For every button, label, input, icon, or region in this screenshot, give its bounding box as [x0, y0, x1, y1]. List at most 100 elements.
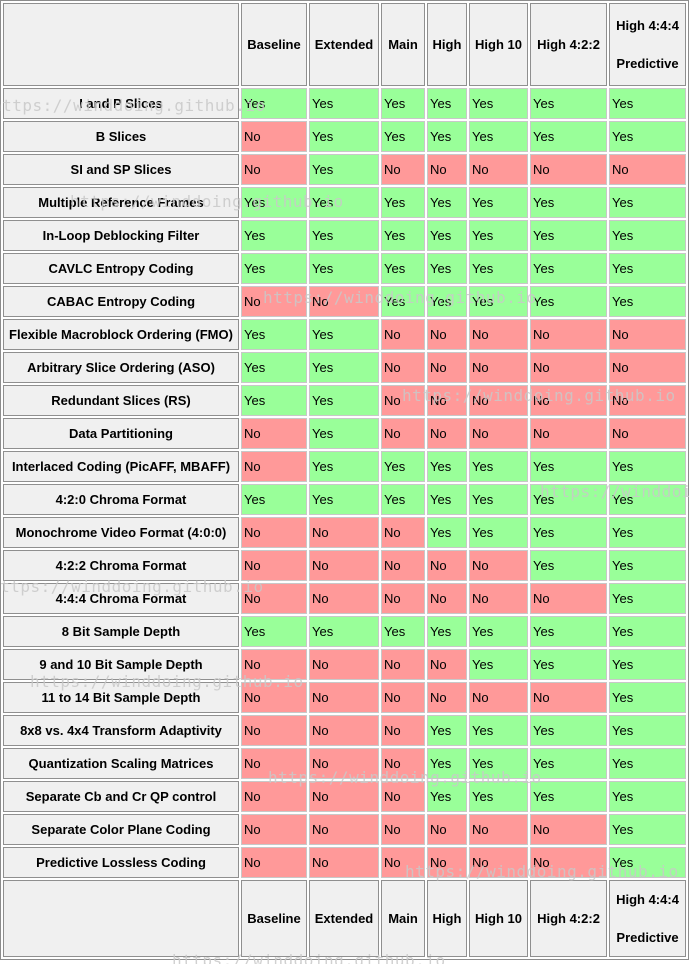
value-cell: Yes: [309, 352, 379, 383]
table-header: Baseline Extended Main High High 10 High 4:2:…: [3, 3, 686, 86]
table-row-arbitrary-slice-ordering-aso: Arbitrary Slice Ordering (ASO) Yes Yes No No…: [3, 352, 686, 383]
value-cell: No: [427, 352, 467, 383]
value-cell: Yes: [609, 616, 686, 647]
value-cell: Yes: [241, 88, 307, 119]
value-cell: Yes: [309, 385, 379, 416]
value-cell: Yes: [427, 616, 467, 647]
value-cell: Yes: [381, 121, 425, 152]
row-label: B Slices: [3, 121, 239, 152]
value-cell: No: [381, 715, 425, 746]
value-cell: Yes: [427, 88, 467, 119]
value-cell: Yes: [309, 154, 379, 185]
value-cell: No: [609, 418, 686, 449]
value-cell: Yes: [381, 451, 425, 482]
row-label: 8x8 vs. 4x4 Transform Adaptivity: [3, 715, 239, 746]
value-cell: Yes: [427, 451, 467, 482]
table-row-cabac-entropy-coding: CABAC Entropy Coding No No Yes Yes Yes Yes Yes: [3, 286, 686, 317]
value-cell: No: [381, 385, 425, 416]
column-header-main: Main: [381, 3, 425, 86]
value-cell: No: [241, 781, 307, 812]
value-cell: Yes: [381, 484, 425, 515]
table-row-separate-color-plane-coding: Separate Color Plane Coding No No No No No No Y…: [3, 814, 686, 845]
value-cell: Yes: [309, 418, 379, 449]
value-cell: No: [381, 649, 425, 680]
value-cell: Yes: [530, 517, 607, 548]
row-label: I and P Slices: [3, 88, 239, 119]
table-row-8-bit-sample-depth: 8 Bit Sample Depth Yes Yes Yes Yes Yes Yes Yes: [3, 616, 686, 647]
value-cell: Yes: [609, 253, 686, 284]
value-cell: Yes: [309, 187, 379, 218]
value-cell: Yes: [381, 616, 425, 647]
row-label: Separate Cb and Cr QP control: [3, 781, 239, 812]
value-cell: Yes: [469, 121, 528, 152]
value-cell: Yes: [469, 781, 528, 812]
row-label: Predictive Lossless Coding: [3, 847, 239, 878]
row-label: CABAC Entropy Coding: [3, 286, 239, 317]
value-cell: Yes: [609, 814, 686, 845]
value-cell: Yes: [609, 781, 686, 812]
column-footer-high-4-4-4-predictive: High 4:4:4 Predictive: [609, 880, 686, 957]
value-cell: Yes: [530, 253, 607, 284]
value-cell: No: [469, 550, 528, 581]
table-row-predictive-lossless-coding: Predictive Lossless Coding No No No No No No Ye…: [3, 847, 686, 878]
column-footer-high-10: High 10: [469, 880, 528, 957]
value-cell: No: [241, 847, 307, 878]
column-label: Extended: [314, 910, 374, 926]
value-cell: No: [241, 418, 307, 449]
value-cell: Yes: [381, 187, 425, 218]
column-footer-high-4-2-2: High 4:2:2: [530, 880, 607, 957]
value-cell: Yes: [309, 253, 379, 284]
row-label: 9 and 10 Bit Sample Depth: [3, 649, 239, 680]
value-cell: No: [309, 649, 379, 680]
value-cell: No: [381, 352, 425, 383]
value-cell: No: [381, 748, 425, 779]
column-label: High 4:2:2: [537, 36, 600, 52]
value-cell: Yes: [241, 220, 307, 251]
value-cell: No: [381, 781, 425, 812]
value-cell: No: [609, 319, 686, 350]
column-label: Baseline: [247, 36, 301, 52]
value-cell: No: [381, 319, 425, 350]
value-cell: No: [241, 583, 307, 614]
column-header-high-4-4-4-predictive: High 4:4:4 Predictive: [609, 3, 686, 86]
value-cell: No: [469, 154, 528, 185]
value-cell: Yes: [609, 550, 686, 581]
value-cell: No: [530, 814, 607, 845]
value-cell: No: [241, 814, 307, 845]
value-cell: No: [469, 319, 528, 350]
value-cell: No: [427, 682, 467, 713]
column-header-high-4-2-2: High 4:2:2: [530, 3, 607, 86]
value-cell: Yes: [609, 517, 686, 548]
value-cell: No: [530, 583, 607, 614]
value-cell: No: [241, 682, 307, 713]
value-cell: No: [309, 583, 379, 614]
value-cell: Yes: [241, 484, 307, 515]
table-row-8x8-vs-4x4-transform-adaptivity: 8x8 vs. 4x4 Transform Adaptivity No No No Ye…: [3, 715, 686, 746]
value-cell: Yes: [309, 319, 379, 350]
value-cell: No: [309, 781, 379, 812]
row-label: Flexible Macroblock Ordering (FMO): [3, 319, 239, 350]
value-cell: No: [469, 418, 528, 449]
value-cell: No: [241, 154, 307, 185]
column-label: Predictive: [616, 55, 679, 71]
value-cell: No: [609, 352, 686, 383]
value-cell: Yes: [427, 517, 467, 548]
value-cell: Yes: [427, 220, 467, 251]
value-cell: Yes: [609, 715, 686, 746]
header-corner-cell: [3, 3, 239, 86]
row-label: Data Partitioning: [3, 418, 239, 449]
value-cell: No: [427, 319, 467, 350]
column-label: High 10: [475, 910, 522, 926]
table-row-11-to-14-bit-sample-depth: 11 to 14 Bit Sample Depth No No No No No No Yes: [3, 682, 686, 713]
value-cell: Yes: [427, 121, 467, 152]
value-cell: No: [427, 154, 467, 185]
column-label: Extended: [314, 36, 374, 52]
value-cell: No: [469, 385, 528, 416]
row-label: 11 to 14 Bit Sample Depth: [3, 682, 239, 713]
column-label: High: [432, 910, 462, 926]
header-row: Baseline Extended Main High High 10 High 4:2:…: [3, 3, 686, 86]
footer-corner-cell: [3, 880, 239, 957]
value-cell: Yes: [530, 550, 607, 581]
row-label: In-Loop Deblocking Filter: [3, 220, 239, 251]
value-cell: No: [427, 649, 467, 680]
